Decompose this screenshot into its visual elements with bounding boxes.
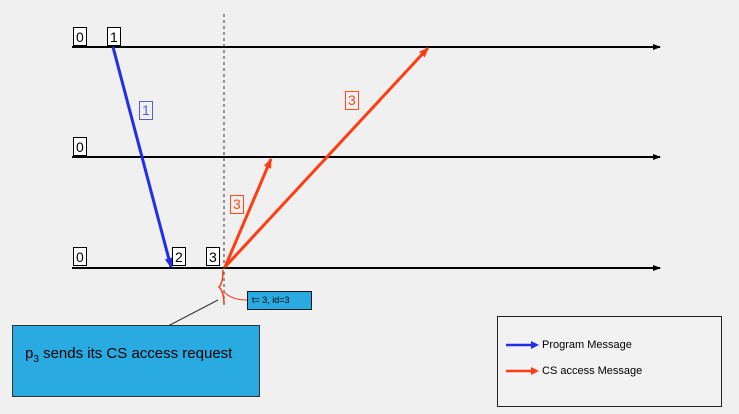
cs-request-callout: p3 sends its CS access request: [12, 325, 260, 397]
note-connector: [223, 291, 248, 301]
cs-message-label-p2: 3: [230, 195, 244, 214]
callout-process: p: [25, 345, 34, 362]
program-message-arrow: [111, 46, 173, 268]
callout-process-index: 3: [33, 354, 39, 365]
callout-text: sends its CS access request: [38, 345, 233, 362]
p2-clock-0: 0: [73, 137, 87, 156]
legend-cs-access-label: CS access Message: [542, 365, 643, 377]
p1-clock-0: 0: [73, 27, 87, 46]
callout-pointer: [167, 299, 219, 327]
p3-clock-0: 0: [73, 247, 87, 266]
legend-program-label: Program Message: [542, 339, 632, 351]
timestamp-brace: [217, 269, 225, 305]
p1-clock-1: 1: [107, 27, 121, 46]
cs-access-arrow-to-p1: [223, 46, 430, 269]
red-arrow-icon: [506, 367, 539, 375]
legend: Program Message CS access Message: [497, 316, 722, 407]
cs-access-arrow-to-p2: [223, 158, 273, 268]
p3-clock-3: 3: [206, 247, 220, 266]
p3-clock-2: 2: [172, 247, 186, 266]
blue-arrow-icon: [506, 341, 539, 349]
program-message-label: 1: [139, 101, 153, 120]
timestamp-note: t= 3, id=3: [247, 291, 312, 310]
cs-message-label-p1: 3: [345, 91, 359, 110]
